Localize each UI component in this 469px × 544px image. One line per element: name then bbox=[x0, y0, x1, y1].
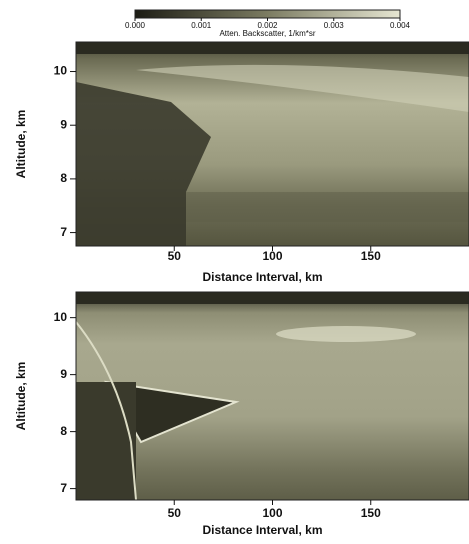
axes bbox=[70, 291, 469, 505]
x-axis-title: Distance Interval, km bbox=[202, 523, 322, 537]
x-tick-label: 50 bbox=[168, 506, 182, 520]
y-tick-label: 8 bbox=[60, 424, 67, 438]
y-tick-label: 7 bbox=[60, 225, 67, 239]
y-tick-label: 9 bbox=[60, 367, 67, 381]
y-tick-label: 10 bbox=[54, 64, 68, 78]
x-tick-label: 150 bbox=[361, 506, 381, 520]
y-axis-title: Altitude, km bbox=[14, 362, 28, 431]
bright-layer bbox=[136, 64, 469, 112]
low-band bbox=[186, 192, 469, 222]
y-axis-title: Altitude, km bbox=[14, 110, 28, 179]
y-tick-label: 9 bbox=[60, 117, 67, 131]
x-tick-label: 100 bbox=[262, 506, 282, 520]
bright-cloud bbox=[276, 326, 416, 342]
colorbar-tick-label: 0.003 bbox=[324, 21, 345, 30]
colorbar-tick-label: 0.000 bbox=[125, 21, 146, 30]
x-tick-label: 150 bbox=[361, 249, 381, 263]
top-dark-band bbox=[76, 292, 469, 304]
x-tick-label: 50 bbox=[168, 249, 182, 263]
x-axis-title: Distance Interval, km bbox=[202, 270, 322, 284]
axes bbox=[70, 41, 469, 251]
y-tick-label: 8 bbox=[60, 171, 67, 185]
y-tick-label: 7 bbox=[60, 481, 67, 495]
colorbar-title: Atten. Backscatter, 1/km*sr bbox=[219, 29, 315, 38]
colorbar-tick-label: 0.001 bbox=[191, 21, 212, 30]
bright-edge bbox=[75, 321, 137, 501]
colorbar-tick-label: 0.004 bbox=[390, 21, 411, 30]
top-dark-band bbox=[76, 42, 469, 54]
colorbar bbox=[134, 9, 401, 19]
left-dark-block bbox=[76, 382, 136, 500]
y-tick-label: 10 bbox=[54, 310, 68, 324]
colorbar-tick-label: 0.002 bbox=[257, 21, 278, 30]
x-tick-label: 100 bbox=[262, 249, 282, 263]
dark-region bbox=[76, 82, 211, 246]
